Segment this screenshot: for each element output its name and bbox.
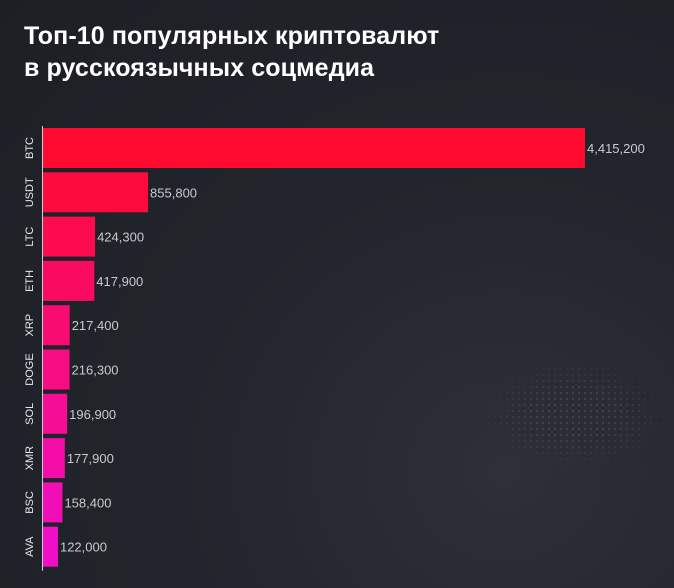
value-label-eth: 417,900 [96, 274, 143, 289]
bar-sol [43, 393, 68, 434]
value-label-sol: 196,900 [69, 407, 116, 422]
category-label-sol: SOL [24, 403, 36, 425]
chart-title-line-2: в русскоязычных соцмедиа [24, 54, 375, 82]
chart-title-line-1: Топ-10 популярных криптовалют [24, 22, 440, 50]
category-label-usdt: USDT [24, 177, 36, 207]
bar-usdt [43, 172, 149, 213]
chart-title: Топ-10 популярных криптовалют в русскояз… [24, 20, 439, 84]
value-label-usdt: 855,800 [150, 185, 197, 200]
category-label-doge: DOGE [24, 353, 36, 385]
value-label-doge: 216,300 [72, 363, 119, 378]
category-label-xrp: XRP [24, 314, 36, 337]
category-label-eth: ETH [24, 270, 36, 292]
category-label-xmr: XMR [24, 446, 36, 471]
category-label-ltc: LTC [24, 227, 36, 247]
value-label-bsc: 158,400 [64, 495, 111, 510]
bar-xmr [43, 438, 65, 479]
category-label-btc: BTC [24, 137, 36, 159]
bar-doge [43, 349, 70, 390]
value-label-ava: 122,000 [60, 540, 107, 555]
value-label-btc: 4,415,200 [587, 141, 645, 156]
bar-btc [43, 128, 585, 168]
category-label-bsc: BSC [24, 491, 36, 514]
category-label-ava: AVA [24, 536, 36, 557]
bar-eth [43, 260, 95, 301]
value-label-ltc: 424,300 [97, 230, 144, 245]
bar-xrp [43, 305, 70, 346]
value-label-xmr: 177,900 [67, 451, 114, 466]
bar-ava [43, 526, 58, 567]
bar-bsc [43, 482, 63, 523]
bar-ltc [43, 216, 96, 257]
value-label-xrp: 217,400 [72, 318, 119, 333]
background-dot-pattern [480, 360, 670, 470]
